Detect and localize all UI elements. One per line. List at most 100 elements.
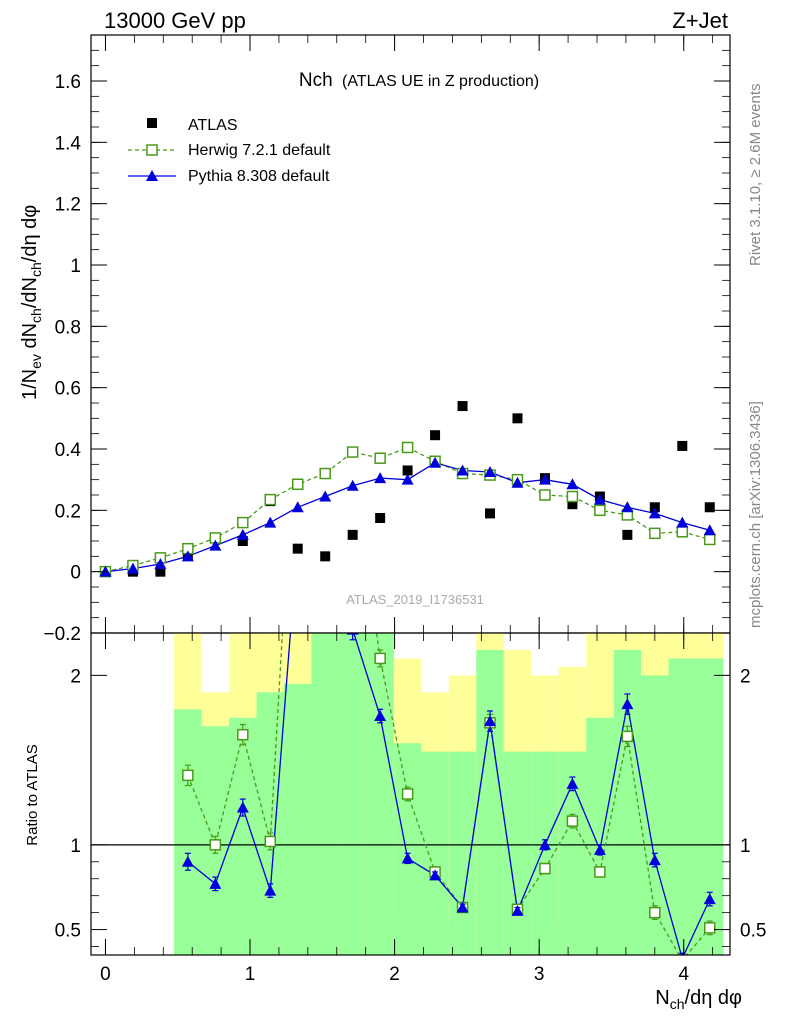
ratio-y-axis-label: Ratio to ATLAS — [24, 744, 41, 845]
ratio-band-inner — [696, 658, 724, 955]
ratio-point-herwig — [293, 365, 303, 375]
main-point-herwig — [346, 446, 359, 458]
main-point-herwig — [566, 490, 579, 503]
ratio-point-pythia — [456, 901, 469, 913]
mcplots-label: mcplots.cern.ch [arXiv:1306.3436] — [747, 401, 764, 628]
ratio-point-herwig — [264, 835, 277, 848]
main-point-data — [237, 536, 248, 546]
legend-label-atlas: ATLAS — [188, 117, 238, 134]
ratio-point-pythia — [511, 904, 524, 916]
main-point-pythia — [346, 479, 359, 491]
ratio-band-inner — [338, 633, 367, 955]
ratio-panel: 0.5 0.5 1 1 2 2 0 1 2 3 4 Ratio to ATLAS Nch/dη dφ — [24, 365, 766, 1012]
main-point-herwig — [319, 467, 331, 480]
legend-marker-herwig — [146, 144, 158, 156]
main-point-herwig — [676, 526, 689, 538]
main-point-herwig — [291, 478, 304, 491]
rivet-version-label: Rivet 3.1.10, ≥ 2.6M events — [747, 84, 764, 267]
main-point-pythia — [456, 464, 469, 476]
x-axis-label: Nch/dη dφ — [655, 987, 742, 1012]
main-point-data — [155, 566, 166, 577]
ratio-y-tick-label-right: 1 — [740, 836, 751, 857]
main-point-herwig — [649, 527, 661, 540]
ratio-point-pythia — [429, 869, 442, 881]
main-point-pythia — [401, 473, 414, 485]
ratio-point-pythia — [538, 838, 551, 850]
main-point-data — [567, 499, 578, 510]
main-y-tick-label: 1.6 — [55, 72, 81, 93]
main-point-herwig — [539, 489, 551, 501]
x-tick-label: 4 — [678, 964, 689, 985]
legend-label-herwig: Herwig 7.2.1 default — [188, 142, 331, 159]
main-point-data — [485, 508, 496, 519]
ratio-band-inner — [668, 658, 697, 955]
ratio-band-inner — [366, 633, 394, 955]
main-point-data — [512, 413, 523, 424]
x-tick-label: 3 — [534, 964, 545, 985]
main-point-pythia — [209, 539, 222, 551]
main-point-pythia — [621, 501, 634, 513]
main-y-tick-label: 0.4 — [55, 440, 82, 461]
main-point-data — [375, 513, 386, 523]
main-point-pythia — [154, 558, 167, 569]
main-title-sub: (ATLAS UE in Z production) — [342, 73, 539, 90]
ratio-point-pythia — [484, 715, 497, 727]
ratio-y-tick-label: 0.5 — [55, 921, 81, 942]
ratio-y-tick-label: 2 — [70, 666, 81, 687]
legend-marker-atlas — [147, 118, 157, 128]
x-tick-label: 0 — [100, 964, 111, 985]
ratio-point-herwig — [237, 728, 249, 741]
main-point-herwig — [704, 533, 716, 546]
ratio-point-pythia — [703, 893, 716, 905]
ratio-point-herwig — [401, 788, 414, 800]
main-point-pythia — [319, 490, 332, 502]
header-left-label: 13000 GeV pp — [104, 8, 246, 33]
ratio-point-herwig — [704, 922, 716, 934]
ratio-point-herwig — [182, 769, 194, 782]
main-y-tick-label: 0.8 — [55, 317, 81, 338]
ratio-point-herwig — [348, 459, 358, 469]
x-tick-label: 2 — [389, 964, 400, 985]
ratio-point-pythia — [593, 843, 606, 855]
main-point-pythia — [374, 472, 387, 484]
main-panel: −0.2 0 0.2 0.4 0.6 0.8 1 1.2 1.4 1.6 Nch (ATLAS U… — [19, 34, 731, 645]
ratio-point-pythia — [566, 777, 579, 789]
ratio-band-inner — [393, 743, 422, 955]
ratio-point-pythia — [181, 855, 194, 867]
ratio-band-inner — [476, 649, 504, 955]
main-point-data — [649, 502, 660, 513]
ratio-point-pythia — [264, 884, 277, 896]
ratio-point-herwig — [566, 815, 579, 827]
main-point-data — [622, 529, 633, 540]
ratio-band-inner — [586, 717, 614, 955]
ratio-point-pythia — [621, 698, 634, 710]
main-y-tick-label: 1.2 — [55, 195, 81, 216]
main-point-pythia — [181, 550, 194, 562]
ratio-point-pythia — [292, 534, 304, 545]
main-point-pythia — [648, 507, 661, 519]
main-point-pythia — [484, 466, 497, 477]
x-tick-label: 1 — [245, 964, 256, 985]
main-point-data — [292, 543, 303, 554]
header-right-label: Z+Jet — [672, 8, 728, 33]
ratio-band-inner — [256, 692, 285, 955]
ratio-band-inner — [174, 709, 202, 955]
main-point-pythia — [676, 516, 689, 528]
ratio-band-inner — [531, 751, 559, 955]
ratio-point-pythia — [209, 877, 222, 889]
ratio-line-herwig — [187, 633, 711, 955]
main-point-data — [347, 529, 358, 540]
ratio-point-herwig — [374, 652, 386, 665]
main-point-herwig — [401, 441, 414, 454]
main-y-axis-label: 1/Nev dNch/dNch/dη dφ — [19, 205, 44, 400]
ratio-point-herwig — [594, 866, 606, 878]
ratio-point-pythia — [236, 801, 249, 813]
main-y-tick-label: 0.2 — [55, 501, 81, 522]
main-point-data — [430, 430, 441, 441]
main-point-herwig — [374, 452, 386, 464]
ratio-point-herwig — [649, 906, 661, 919]
ratio-point-pythia — [648, 854, 661, 866]
main-point-pythia — [126, 562, 139, 574]
main-point-pythia — [511, 476, 524, 488]
